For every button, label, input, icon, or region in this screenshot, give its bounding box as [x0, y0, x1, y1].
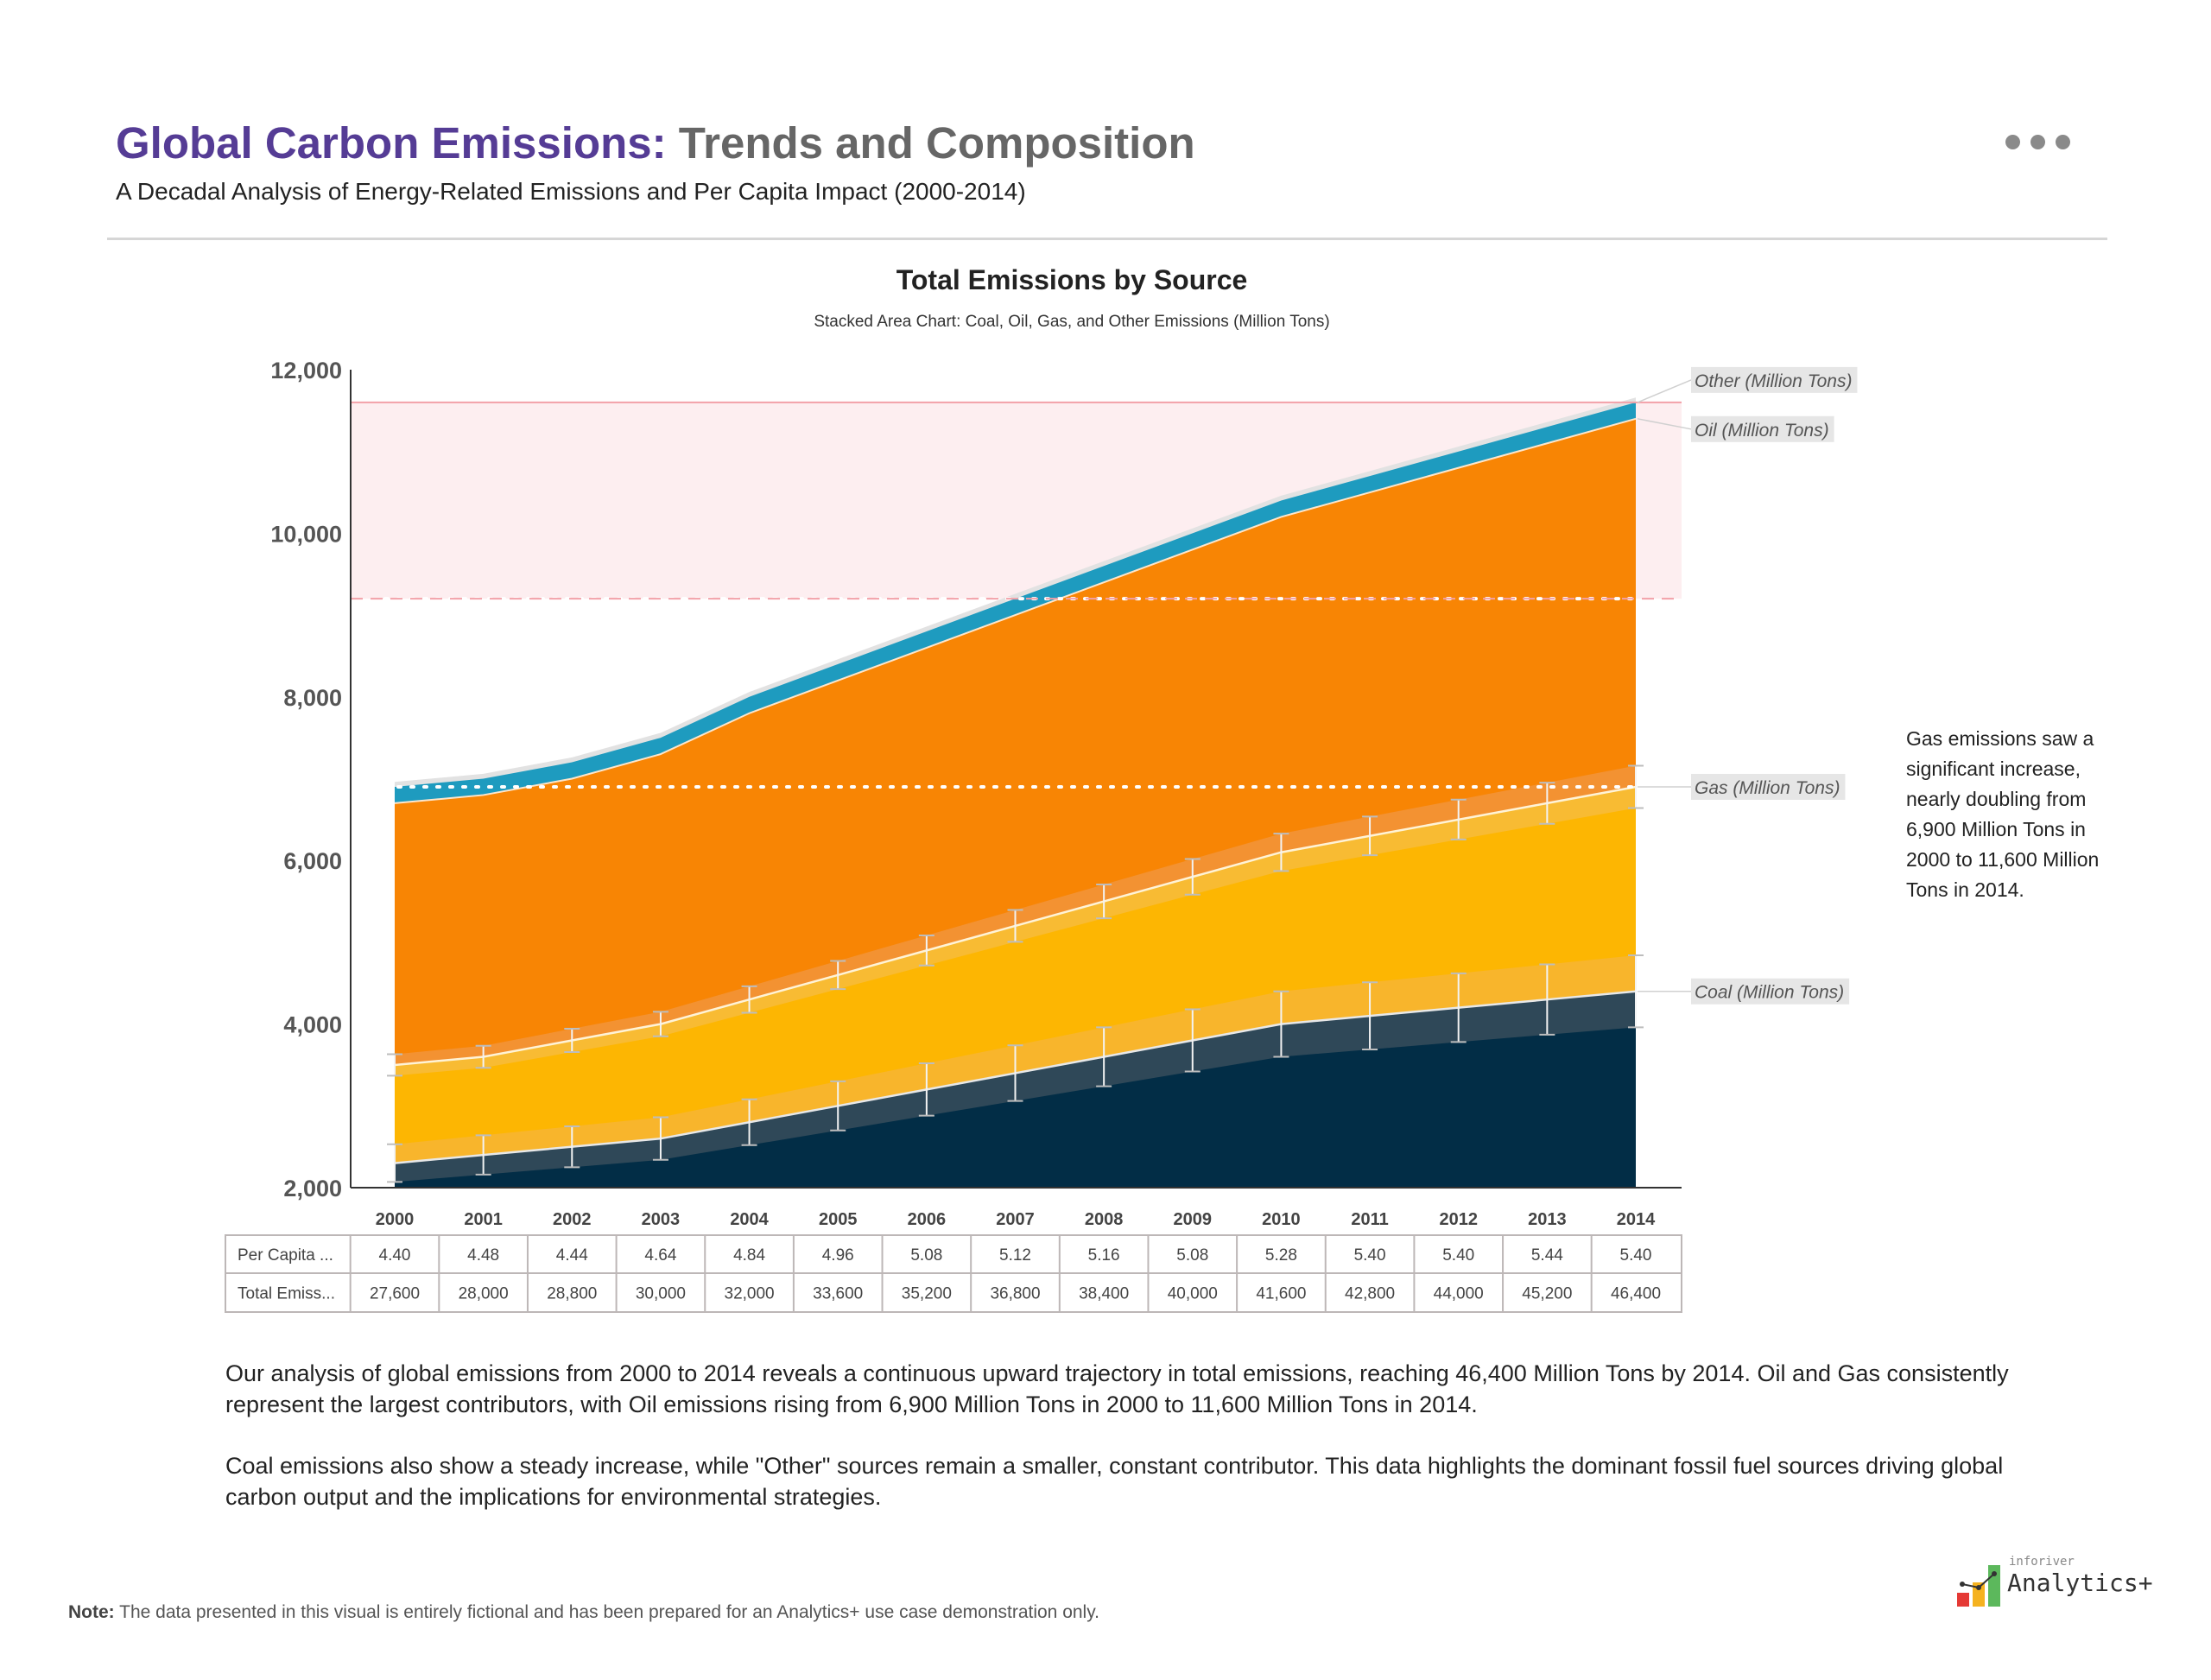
table-cell: 4.84	[733, 1246, 765, 1265]
gas-series-label-bg	[1691, 773, 1846, 800]
chart-subtitle: Stacked Area Chart: Coal, Oil, Gas, and …	[814, 313, 1330, 331]
table-cell: 36,800	[990, 1285, 1040, 1303]
chart-annotation: Gas emissions saw a significant increase…	[1906, 727, 2100, 901]
y-tick-label: 4,000	[283, 1012, 342, 1038]
table-cell: 5.12	[999, 1246, 1031, 1265]
table-cell: 28,000	[459, 1285, 509, 1303]
x-tick-label: 2010	[1262, 1210, 1301, 1229]
table-cell: 5.16	[1088, 1246, 1120, 1265]
table-cell: 45,200	[1522, 1285, 1572, 1303]
analytics-plus-logo: inforiver Analytics+	[1954, 1555, 2161, 1610]
table-cell: 40,000	[1168, 1285, 1218, 1303]
other-series-label: Other (Million Tons)	[1691, 366, 1858, 393]
x-tick-label: 2013	[1528, 1210, 1567, 1229]
other-series-label-bg	[1691, 366, 1858, 393]
page-title-main: Global Carbon Emissions:	[116, 118, 667, 168]
x-tick-label: 2005	[819, 1210, 858, 1229]
ellipsis-dot	[2030, 135, 2045, 149]
footer-note: Note: The data presented in this visual …	[68, 1602, 1099, 1623]
table-cell: 30,000	[636, 1285, 686, 1303]
table-cell: 32,000	[725, 1285, 775, 1303]
table-cell: 38,400	[1079, 1285, 1129, 1303]
table-cell: 4.48	[467, 1246, 499, 1265]
table-cell: 5.44	[1531, 1246, 1563, 1265]
table-cell: 28,800	[547, 1285, 597, 1303]
table-row-label: Per Capita ...	[238, 1246, 333, 1265]
table-cell: 5.40	[1354, 1246, 1386, 1265]
table-cell: 44,000	[1434, 1285, 1484, 1303]
table-cell: 27,600	[370, 1285, 420, 1303]
other-label-leader	[1637, 379, 1692, 403]
table-cell: 4.96	[822, 1246, 854, 1265]
table-row-label: Total Emiss...	[238, 1285, 335, 1303]
coal-series-label-text: Coal (Million Tons)	[1695, 983, 1844, 1003]
analysis-paragraph-2: Coal emissions also show a steady increa…	[225, 1453, 2004, 1510]
x-tick-label: 2002	[553, 1210, 592, 1229]
more-options-button[interactable]	[2005, 135, 2070, 149]
table-cell: 33,600	[813, 1285, 863, 1303]
oil-series-label: Oil (Million Tons)	[1691, 415, 1834, 442]
x-tick-label: 2006	[908, 1210, 947, 1229]
note-label: Note:	[68, 1602, 115, 1622]
gas-series-label-text: Gas (Million Tons)	[1695, 778, 1840, 798]
logo-brand-name: Analytics+	[2007, 1569, 2153, 1597]
coal-series-label-bg	[1691, 978, 1850, 1005]
note-text: The data presented in this visual is ent…	[114, 1602, 1099, 1622]
chart-title: Total Emissions by Source	[896, 264, 1248, 295]
table-cell: 4.64	[644, 1246, 676, 1265]
table-cell: 4.40	[379, 1246, 411, 1265]
gas-series-label: Gas (Million Tons)	[1691, 773, 1846, 800]
x-tick-label: 2003	[642, 1210, 681, 1229]
oil-label-leader	[1637, 418, 1692, 430]
x-tick-label: 2004	[730, 1210, 769, 1229]
table-cell: 4.44	[556, 1246, 588, 1265]
table-cell: 5.08	[1176, 1246, 1208, 1265]
table-cell: 5.28	[1265, 1246, 1297, 1265]
x-tick-label: 2011	[1351, 1210, 1388, 1229]
coal-series-label: Coal (Million Tons)	[1691, 978, 1850, 1005]
table-cell: 5.40	[1620, 1246, 1652, 1265]
table-cell: 5.40	[1442, 1246, 1474, 1265]
ellipsis-dot	[2056, 135, 2070, 149]
header-divider	[107, 238, 2107, 240]
table-cell: 46,400	[1611, 1285, 1661, 1303]
y-tick-label: 6,000	[283, 848, 342, 874]
page-title: Global Carbon Emissions: Trends and Comp…	[116, 117, 1195, 168]
x-tick-label: 2001	[464, 1210, 503, 1229]
x-tick-label: 2014	[1617, 1210, 1656, 1229]
table-cell: 41,600	[1256, 1285, 1306, 1303]
logo-brand-small: inforiver	[2009, 1555, 2075, 1569]
table-cell: 35,200	[902, 1285, 952, 1303]
bar-chart-logo-icon	[1957, 1565, 2000, 1607]
oil-series-label-bg	[1691, 415, 1834, 442]
x-tick-label: 2000	[376, 1210, 415, 1229]
x-tick-label: 2009	[1174, 1210, 1213, 1229]
y-tick-label: 2,000	[283, 1176, 342, 1201]
y-tick-label: 8,000	[283, 685, 342, 711]
other-series-label-text: Other (Million Tons)	[1695, 371, 1852, 391]
table-cell: 5.08	[910, 1246, 942, 1265]
y-tick-label: 10,000	[270, 521, 342, 547]
x-tick-label: 2008	[1085, 1210, 1124, 1229]
ellipsis-horizontal-icon	[2005, 135, 2020, 149]
table-cell: 42,800	[1345, 1285, 1395, 1303]
page-subtitle: A Decadal Analysis of Energy-Related Emi…	[116, 178, 1026, 205]
x-tick-label: 2012	[1439, 1210, 1478, 1229]
page-title-rest: Trends and Composition	[666, 118, 1195, 168]
oil-series-label-text: Oil (Million Tons)	[1695, 421, 1829, 441]
analysis-paragraph-1: Our analysis of global emissions from 20…	[225, 1360, 2009, 1417]
oil-line	[394, 417, 1637, 804]
y-tick-label: 12,000	[270, 358, 342, 384]
x-tick-label: 2007	[996, 1210, 1035, 1229]
